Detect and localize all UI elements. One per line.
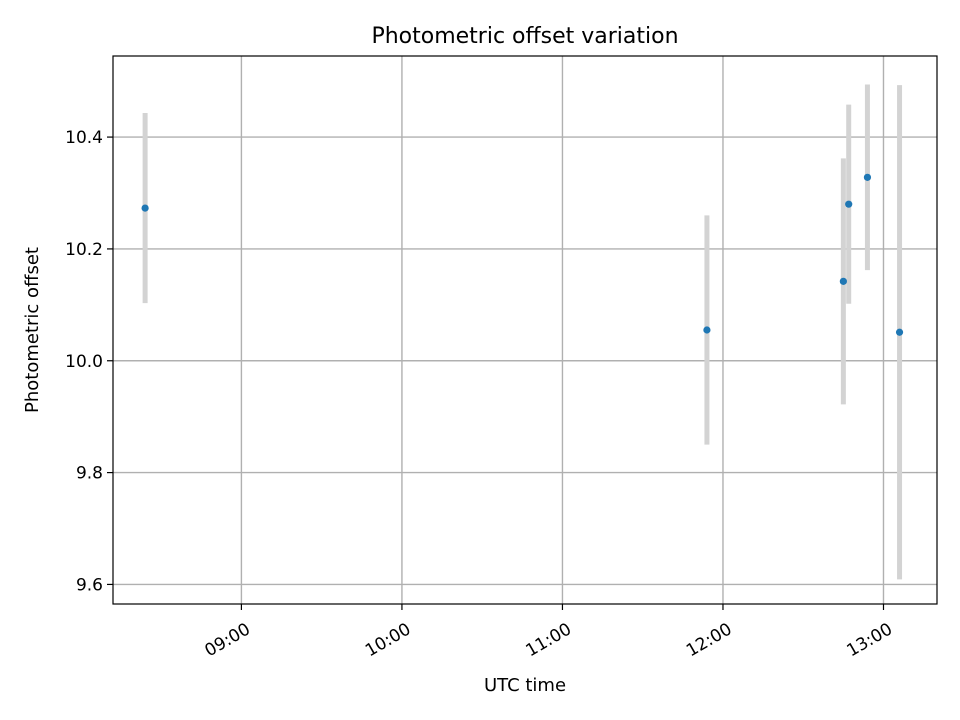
plot-frame xyxy=(112,55,938,605)
data-point xyxy=(839,277,847,285)
x-tick-label: 09:00 xyxy=(201,619,253,661)
data-points xyxy=(141,173,904,336)
y-tick-label: 10.2 xyxy=(65,240,103,260)
grid xyxy=(113,56,937,604)
y-tick-label: 9.6 xyxy=(76,575,103,595)
y-tick-label: 10.4 xyxy=(65,128,103,148)
x-tick-label: 11:00 xyxy=(523,619,575,661)
error-bars xyxy=(142,84,903,580)
chart-title: Photometric offset variation xyxy=(371,24,678,49)
x-tick-label: 10:00 xyxy=(362,619,414,661)
x-axis-label: UTC time xyxy=(484,675,566,696)
x-axis-ticks: 09:00 10:00 11:00 12:00 13:00 xyxy=(201,604,896,661)
y-axis-label: Photometric offset xyxy=(22,247,43,413)
x-tick-label: 13:00 xyxy=(844,619,896,661)
y-axis-ticks: 9.6 9.8 10.0 10.2 10.4 xyxy=(65,128,113,595)
data-point xyxy=(863,173,872,181)
data-point xyxy=(141,204,149,212)
data-point xyxy=(895,328,904,336)
data-point xyxy=(845,200,853,208)
data-point xyxy=(703,326,711,334)
y-tick-label: 9.8 xyxy=(76,464,103,484)
x-tick-label: 12:00 xyxy=(683,619,735,661)
y-tick-label: 10.0 xyxy=(65,352,103,372)
